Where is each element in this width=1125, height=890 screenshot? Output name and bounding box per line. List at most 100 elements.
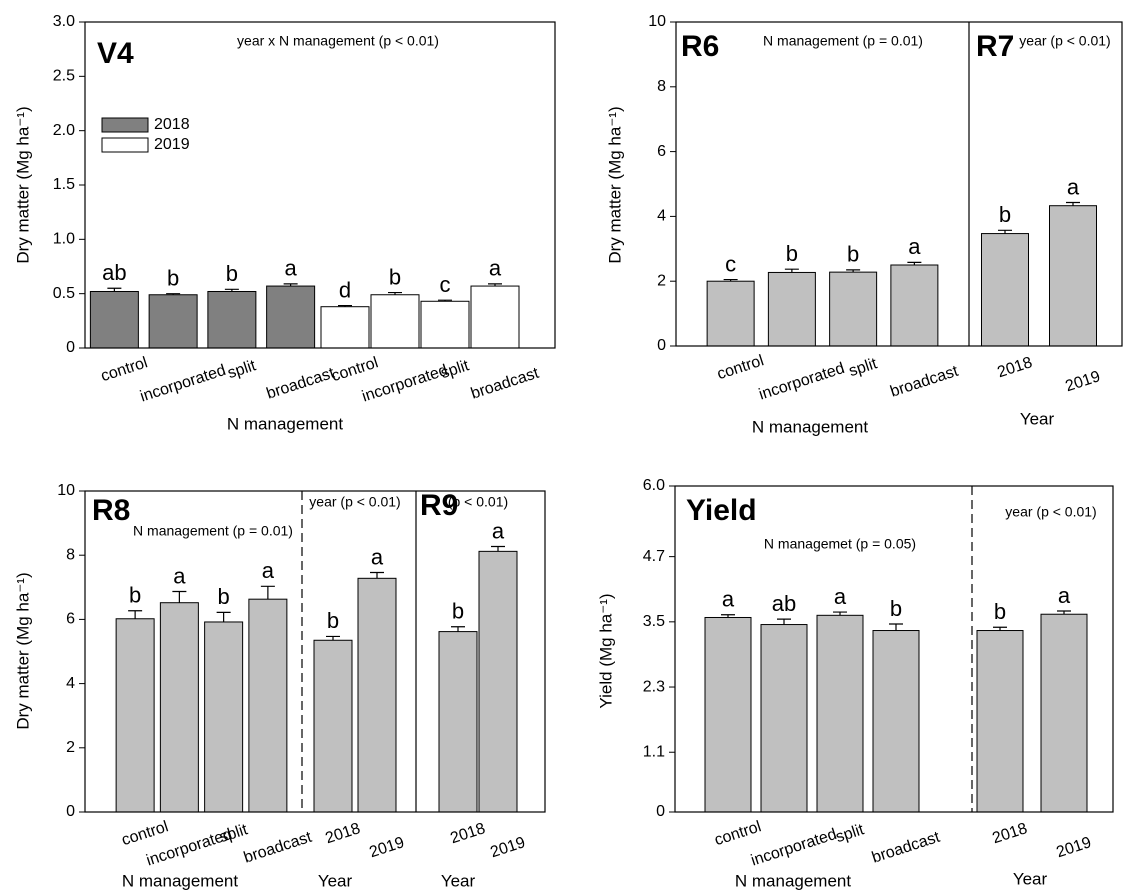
significance-letter: a (908, 234, 921, 259)
bar (767, 271, 816, 347)
bar (370, 294, 420, 349)
error-bar (784, 268, 799, 273)
plot-frame (675, 21, 1123, 347)
panel-title: R9 (420, 489, 458, 522)
bar (320, 306, 370, 349)
plot-frame (674, 485, 1114, 813)
bar (313, 639, 353, 813)
error-bar (438, 299, 452, 302)
x-tick-label: 2019 (1054, 834, 1093, 861)
error-bar (166, 293, 181, 295)
y-tick-label: 8 (66, 546, 75, 563)
bar (478, 550, 518, 813)
x-tick-label: 2018 (323, 820, 362, 847)
error-bar (370, 571, 384, 579)
annotation: N management (p = 0.01) (133, 523, 293, 539)
x-tick-label: split (439, 357, 472, 382)
y-tick-label: 1.5 (53, 176, 75, 193)
error-bar (260, 585, 275, 600)
legend-swatch (101, 137, 149, 153)
error-bar (216, 611, 231, 622)
significance-letter: b (999, 202, 1011, 227)
x-tick-label: control (715, 352, 766, 383)
bar (981, 233, 1029, 347)
significance-letter: b (327, 608, 339, 633)
bar (706, 280, 755, 347)
annotation: year (p < 0.01) (309, 494, 400, 510)
error-bar (283, 283, 298, 287)
annotation: year (p < 0.01) (1019, 33, 1110, 49)
x-tick-label: incorporated (138, 362, 228, 406)
annotation: year (p < 0.01) (1005, 504, 1096, 520)
y-tick-label: 0 (66, 803, 75, 820)
error-bar (338, 305, 352, 307)
error-bar (488, 283, 502, 287)
significance-letter: b (452, 599, 464, 624)
y-tick-label: 6 (657, 143, 666, 160)
bar (470, 285, 520, 349)
plot-frame (84, 21, 556, 349)
significance-letter: a (371, 544, 384, 569)
bar (976, 630, 1024, 813)
error-bar (224, 288, 239, 292)
error-bar (777, 618, 791, 625)
bar (115, 618, 155, 813)
legend-swatch (101, 117, 149, 133)
x-tick-label: 2019 (367, 834, 406, 861)
bar (148, 294, 198, 349)
bar (159, 602, 199, 813)
significance-letter: a (1067, 174, 1080, 199)
error-bar (907, 261, 922, 265)
significance-letter: b (389, 264, 401, 289)
error-bar (846, 269, 861, 273)
bar (438, 631, 478, 813)
x-tick-label: broadcast (264, 365, 337, 403)
error-bar (326, 635, 340, 641)
error-bar (1057, 610, 1071, 615)
bar (248, 598, 288, 813)
annotation: (p < 0.01) (448, 494, 508, 510)
x-tick-label: broadcast (870, 829, 943, 867)
x-tick-label: control (329, 354, 380, 385)
error-bar (998, 229, 1012, 234)
x-axis-label: Year (441, 871, 476, 890)
y-tick-label: 3.5 (643, 613, 665, 630)
y-tick-label: 2 (657, 272, 666, 289)
bar (266, 285, 316, 349)
y-tick-label: 2.0 (53, 122, 75, 139)
y-tick-label: 2 (66, 739, 75, 756)
significance-letter: a (285, 256, 298, 281)
error-bar (491, 545, 505, 552)
significance-letter: b (890, 596, 902, 621)
significance-letter: a (489, 256, 502, 281)
y-tick-label: 4.7 (643, 548, 665, 565)
x-tick-label: control (99, 354, 150, 385)
annotation: year x N management (p < 0.01) (237, 33, 439, 49)
y-axis-label: Dry matter (Mg ha⁻¹) (13, 106, 32, 263)
significance-letter: a (834, 584, 847, 609)
annotation: N managemet (p = 0.05) (764, 536, 916, 552)
error-bar (993, 626, 1007, 631)
y-tick-label: 3.0 (53, 13, 75, 30)
legend-label: 2018 (154, 116, 190, 133)
x-tick-label: 2018 (990, 820, 1029, 847)
y-tick-label: 10 (648, 13, 666, 30)
x-axis-label: N management (752, 417, 869, 436)
legend-label: 2019 (154, 136, 190, 153)
x-tick-label: control (712, 818, 763, 849)
x-tick-label: control (120, 818, 171, 849)
significance-letter: b (129, 583, 141, 608)
error-bar (388, 291, 402, 295)
error-bar (889, 623, 903, 631)
x-tick-label: split (226, 357, 259, 382)
x-tick-label: split (847, 355, 880, 380)
y-tick-label: 6 (66, 611, 75, 628)
bar (760, 624, 808, 813)
y-tick-label: 6.0 (643, 477, 665, 494)
bar (207, 290, 257, 349)
y-tick-label: 4 (657, 208, 666, 225)
y-tick-label: 1.0 (53, 231, 75, 248)
y-axis-label: Yield (Mg ha⁻¹) (596, 593, 615, 708)
y-tick-label: 0 (656, 803, 665, 820)
x-tick-label: 2018 (448, 820, 487, 847)
